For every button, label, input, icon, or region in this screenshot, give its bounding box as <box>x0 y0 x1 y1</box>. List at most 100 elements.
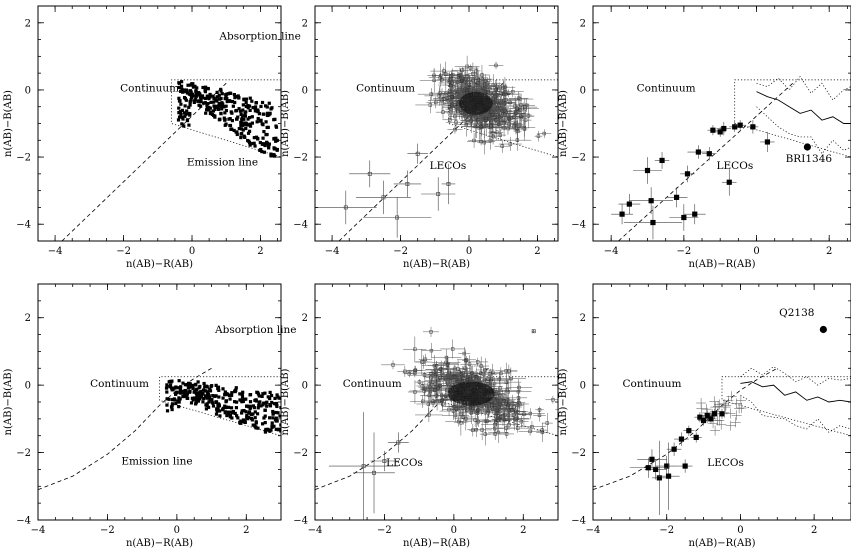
data-point <box>507 117 512 122</box>
model-line-dotted <box>756 106 851 155</box>
track-point <box>254 421 258 425</box>
leco-point <box>683 204 706 225</box>
track-point <box>221 408 225 412</box>
x-axis-label: n(AB)−R(AB) <box>403 538 470 549</box>
track-point <box>268 396 272 401</box>
track-point <box>184 90 188 94</box>
track-point <box>244 97 249 101</box>
track-point <box>234 109 238 113</box>
track-point <box>260 100 265 105</box>
track-point <box>234 94 238 99</box>
data-point <box>496 391 501 396</box>
plot-area <box>315 326 558 520</box>
data-point <box>528 429 532 434</box>
track-point <box>229 110 233 114</box>
x-axis-label: n(AB)−R(AB) <box>403 259 470 270</box>
track-point <box>211 401 215 405</box>
panel-1: −4 −2 0 2 −4 −2 0 2 n(AB)−R(AB) n(AB)−B(AB) Absorp… <box>3 5 301 270</box>
track-point <box>248 96 252 100</box>
data-point <box>514 409 518 413</box>
marker <box>673 194 680 200</box>
track-point <box>189 95 194 100</box>
leco-point <box>629 187 673 215</box>
data-point <box>475 409 480 413</box>
track-point <box>196 399 200 403</box>
track-point <box>184 394 188 398</box>
track-point <box>217 395 221 399</box>
data-point <box>491 370 495 375</box>
y-tick-label: −2 <box>16 153 31 164</box>
data-point <box>446 373 450 378</box>
annotation: LECOs <box>386 457 423 469</box>
data-point <box>440 398 444 403</box>
track-point <box>189 98 193 102</box>
track-point <box>222 116 226 120</box>
y-tick-label: −4 <box>293 516 308 527</box>
data-point <box>444 355 449 360</box>
data-point <box>484 116 488 121</box>
track-point <box>181 117 185 121</box>
x-tick-label: −2 <box>100 525 115 536</box>
marker <box>644 167 651 174</box>
track-point <box>263 414 267 418</box>
track-point <box>244 410 248 414</box>
track-point <box>252 141 256 145</box>
track-point <box>274 125 279 129</box>
data-point <box>495 398 500 403</box>
leco-point <box>702 147 717 161</box>
track-point <box>225 413 229 418</box>
track-point <box>177 111 181 115</box>
track-point <box>219 96 223 101</box>
track-point <box>201 388 205 392</box>
track-point <box>269 428 273 432</box>
annotation: Continuum <box>90 378 149 390</box>
data-point <box>423 357 428 361</box>
leco-point <box>747 120 759 134</box>
track-point <box>230 391 234 395</box>
track-point <box>231 104 235 108</box>
track-point <box>238 392 242 396</box>
track-point <box>205 96 209 100</box>
track-point <box>217 403 221 407</box>
track-point <box>205 94 209 98</box>
annotation: LECOs <box>430 160 467 172</box>
track-point <box>210 397 214 401</box>
track-point <box>202 396 206 401</box>
leco-point <box>623 205 683 240</box>
data-point <box>454 407 459 411</box>
leco-point <box>657 442 680 510</box>
track-point <box>262 142 266 146</box>
track-point <box>238 420 242 424</box>
track-point <box>220 92 224 96</box>
track-point <box>229 91 233 95</box>
data-point <box>413 371 417 375</box>
track-point <box>217 388 221 392</box>
track-point <box>250 99 254 103</box>
track-point <box>220 107 224 111</box>
annotation: Continuum <box>622 378 681 390</box>
track-point <box>231 409 236 414</box>
track-point <box>274 401 279 406</box>
data-point <box>444 91 448 96</box>
track-point <box>247 410 252 414</box>
data-point <box>495 84 499 89</box>
y-axis-label: n(AB)−B(AB) <box>558 368 569 435</box>
track-point <box>187 390 191 394</box>
x-tick-label: −4 <box>586 525 601 536</box>
track-point <box>250 121 254 125</box>
data-point <box>488 138 493 143</box>
marker <box>650 219 656 226</box>
track-point <box>170 398 175 402</box>
track-point <box>245 404 249 408</box>
track-point <box>213 98 217 102</box>
plot-area <box>61 79 281 241</box>
data-point <box>456 73 461 78</box>
y-tick-label: −2 <box>293 448 308 459</box>
track-point <box>170 407 174 412</box>
leco-point <box>665 187 688 208</box>
track-point <box>256 116 260 121</box>
track-point <box>232 92 236 97</box>
data-point <box>422 373 427 377</box>
track-point <box>265 111 270 115</box>
